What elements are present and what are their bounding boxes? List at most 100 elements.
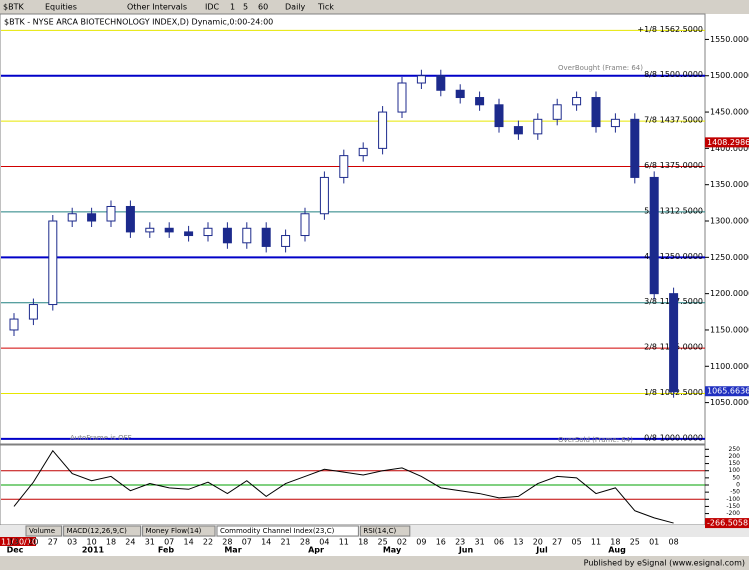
chart-bg <box>0 14 749 570</box>
x-tick-label: 05 <box>572 538 582 547</box>
candle <box>475 97 485 106</box>
annotation: AutoFrame is OFF <box>70 434 132 442</box>
candle <box>106 205 116 222</box>
x-tick-label: 25 <box>630 538 640 547</box>
candle <box>358 147 368 157</box>
annotation: OverBought (Frame: 64) <box>558 64 643 72</box>
x-tick-label: 11 <box>591 538 601 547</box>
toolbar-item[interactable]: Daily <box>285 3 306 12</box>
toolbar-item[interactable]: Equities <box>45 3 77 12</box>
tab[interactable] <box>25 525 63 537</box>
footer-bar <box>0 556 749 570</box>
cci-tick-label: 50 <box>732 474 740 481</box>
x-tick-label: 25 <box>378 538 388 547</box>
x-tick-label: 28 <box>222 538 232 547</box>
x-tick-label: 11 <box>339 538 349 547</box>
x-tick-label: 18 <box>106 538 116 547</box>
x-tick-label: 16 <box>436 538 446 547</box>
cci-tick-label: -200 <box>726 510 740 517</box>
candle <box>261 227 271 247</box>
tab-label[interactable]: Commodity Channel Index(23,C) <box>220 527 335 535</box>
x-tick-label: 04 <box>319 538 329 547</box>
x-tick-label: 09 <box>416 538 426 547</box>
month-label: Apr <box>308 546 324 555</box>
candle <box>591 97 601 128</box>
x-tick-label: 03 <box>67 538 77 547</box>
x-tick-label: 13 <box>9 538 19 547</box>
x-tick-label: 13 <box>513 538 523 547</box>
x-tick-label: 31 <box>145 538 155 547</box>
level-name: +1/8 <box>637 25 657 34</box>
x-tick-label: 01 <box>649 538 659 547</box>
x-tick-label: 21 <box>281 538 291 547</box>
candle <box>494 104 504 128</box>
candle <box>9 318 19 331</box>
x-tick-label: 07 <box>164 538 174 547</box>
candle <box>630 118 640 178</box>
x-tick-label: 10 <box>87 538 97 547</box>
cci-tick-label: 0 <box>736 482 740 489</box>
level-name: 6/8 <box>644 161 657 170</box>
price-panel <box>0 13 706 445</box>
candle <box>242 227 252 244</box>
toolbar-item[interactable]: IDC <box>205 3 220 12</box>
level-name: 8/8 <box>644 70 657 79</box>
toolbar-item[interactable]: 1 <box>230 3 235 12</box>
toolbar-item[interactable]: Tick <box>317 3 334 12</box>
candle <box>222 227 232 244</box>
toolbar-item[interactable]: 5 <box>243 3 248 12</box>
y-tick-label: 1300.0000 <box>710 217 749 226</box>
x-tick-label: 07 <box>242 538 252 547</box>
tab[interactable] <box>216 525 359 537</box>
x-tick-label: 27 <box>48 538 58 547</box>
y-tick-label: 1500.0000 <box>710 71 749 80</box>
candle <box>436 75 446 91</box>
candle <box>28 304 38 320</box>
candle <box>610 118 620 128</box>
cci-tick-label: 150 <box>729 460 741 467</box>
level-label: 1500.0000 <box>660 70 703 79</box>
toolbar-item[interactable]: 60 <box>258 3 268 12</box>
tab[interactable] <box>63 525 142 537</box>
x-tick-label: 06 <box>494 538 504 547</box>
level-name: 2/8 <box>644 343 657 352</box>
level-label: 1375.0000 <box>660 161 703 170</box>
candle <box>669 293 679 393</box>
x-tick-label: 18 <box>358 538 368 547</box>
tab-label[interactable]: MACD(12,26,9,C) <box>67 527 128 535</box>
level-label: 1187.5000 <box>660 297 703 306</box>
x-tick-label: 31 <box>475 538 485 547</box>
annotation: OverSold (Frame: 64) <box>558 436 633 444</box>
tab-label[interactable]: Money Flow(14) <box>146 527 202 535</box>
cci-line <box>13 449 674 524</box>
x-tick-label: 24 <box>125 538 135 547</box>
candle <box>67 213 77 222</box>
symbol[interactable]: $BTK <box>3 3 24 12</box>
cci-last-label: -266.5058 <box>707 519 748 528</box>
price-label: 1408.29865 <box>707 138 749 147</box>
candle <box>281 235 291 247</box>
level-label: 1437.5000 <box>660 116 703 125</box>
y-tick-label: 1200.0000 <box>710 289 749 298</box>
x-tick-label: 23 <box>455 538 465 547</box>
tab-label[interactable]: RSI(14,C) <box>363 527 396 535</box>
candle <box>339 155 349 178</box>
candle <box>87 213 97 222</box>
level-label: 1062.5000 <box>660 388 703 397</box>
candle <box>533 118 543 135</box>
month-label: May <box>383 546 402 555</box>
tab-label[interactable]: Volume <box>29 527 55 535</box>
tab[interactable] <box>142 525 216 537</box>
level-label: 1562.5000 <box>660 25 703 34</box>
x-tick-label: 14 <box>184 538 194 547</box>
tab[interactable] <box>359 525 411 537</box>
x-tick-label: 20 <box>533 538 543 547</box>
level-label: 1125.0000 <box>660 343 703 352</box>
x-tick-label: 14 <box>261 538 271 547</box>
toolbar-item[interactable]: Other Intervals <box>127 3 187 12</box>
cci-tick-label: 200 <box>729 453 741 460</box>
level-name: 1/8 <box>644 388 657 397</box>
candle <box>455 89 465 99</box>
y-tick-label: 1450.0000 <box>710 108 749 117</box>
